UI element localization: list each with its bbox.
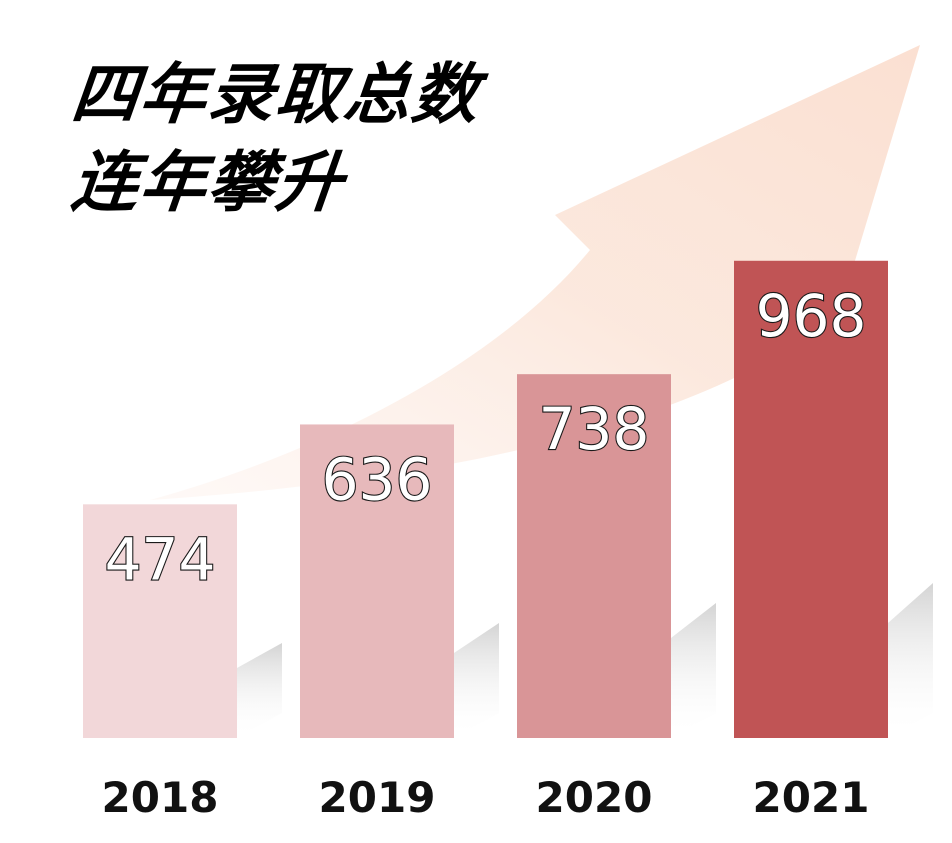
bar-shadow (237, 643, 282, 738)
bar-2021 (734, 260, 888, 738)
trend-arrow-decoration (150, 45, 920, 500)
value-label-2021: 968 (756, 282, 867, 350)
x-tick-label-2019: 2019 (319, 773, 436, 822)
bar-shadow (454, 623, 499, 738)
value-label-2018: 474 (105, 525, 216, 593)
value-labels: 474 636 738 968 (104, 281, 868, 595)
x-tick-label-2018: 2018 (102, 773, 219, 822)
bar-2019 (300, 424, 454, 738)
x-axis-tick-labels: 2018 2019 2020 2021 (102, 773, 870, 822)
bar-shadow (671, 603, 716, 738)
bar-2018 (83, 504, 237, 738)
x-tick-label-2020: 2020 (536, 773, 653, 822)
x-tick-label-2021: 2021 (753, 773, 870, 822)
bars (83, 260, 888, 738)
bar-shadows (237, 583, 933, 738)
value-label-2020: 738 (539, 395, 650, 463)
bar-shadow (888, 583, 933, 738)
chart-title-line-1: 四年录取总数 (68, 56, 485, 133)
bar-2020 (517, 374, 671, 738)
value-label-2019: 636 (322, 445, 433, 513)
chart-title-line-2: 连年攀升 (68, 144, 349, 221)
